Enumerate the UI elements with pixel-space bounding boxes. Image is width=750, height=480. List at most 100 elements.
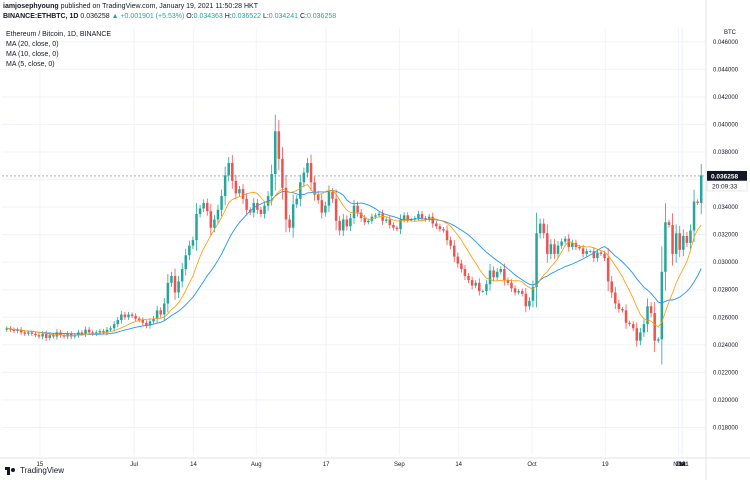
x-tick-label: 17 — [323, 462, 330, 468]
candle-down — [231, 162, 234, 181]
candle-up — [657, 339, 660, 341]
candle-down — [23, 332, 26, 334]
candle-up — [195, 213, 198, 241]
candle-up — [427, 216, 431, 220]
x-tick-label: Jul — [130, 462, 138, 468]
candle-up — [327, 191, 331, 206]
candle-down — [277, 131, 281, 159]
candle-up — [184, 255, 188, 270]
author-name[interactable]: iamjosephyoung — [3, 3, 59, 10]
x-tick-label: Oct — [527, 462, 537, 468]
candle-up — [549, 244, 553, 254]
candle-up — [238, 189, 241, 194]
candle-up — [699, 175, 703, 203]
candle-up — [660, 271, 664, 340]
candle-up — [352, 205, 356, 219]
candle-down — [392, 224, 395, 228]
candle-down — [130, 314, 134, 316]
candle-down — [52, 335, 55, 337]
candle-down — [610, 281, 613, 293]
price-axis[interactable]: 0.046000 0.044000 0.042000 0.040000 0.038000… — [705, 0, 739, 480]
candle-down — [671, 224, 674, 254]
candle-up — [191, 240, 195, 246]
candle-up — [674, 233, 678, 254]
candle-up — [556, 245, 560, 254]
candle-up — [642, 324, 646, 333]
candle-up — [5, 328, 9, 330]
tradingview-logo[interactable]: TradingView — [5, 466, 64, 475]
candle-up — [105, 329, 109, 333]
brand-name: TradingView — [20, 466, 65, 475]
candle-up — [27, 332, 30, 334]
candle-down — [345, 219, 349, 227]
x-tick-label: 2021 — [675, 462, 689, 468]
candle-up — [585, 251, 588, 254]
candle-up — [402, 215, 406, 220]
candle-up — [263, 205, 266, 214]
candle-up — [98, 331, 102, 333]
candle-down — [334, 198, 338, 221]
candle-down — [599, 252, 603, 254]
candle-down — [445, 230, 449, 241]
candle-up — [531, 286, 535, 301]
close-value: 0.036258 — [306, 13, 337, 20]
candle-down — [173, 275, 177, 293]
candle-up — [188, 245, 191, 256]
candle-up — [112, 324, 116, 329]
ohlc-line: BINANCE:ETHBTC, 1D 0.036258 ▲ +0.001901 … — [3, 12, 743, 22]
candle-up — [109, 328, 112, 330]
candle-down — [309, 162, 313, 183]
candle-up — [95, 332, 98, 334]
candle-up — [474, 282, 477, 286]
candle-up — [213, 219, 216, 228]
candle-up — [306, 162, 309, 173]
x-tick-label: 16 — [679, 462, 686, 468]
candle-down — [245, 198, 248, 210]
candle-down — [316, 194, 320, 201]
candle-down — [467, 275, 470, 281]
candle-down — [606, 258, 610, 282]
y-tick-label: 0.040000 — [713, 122, 739, 128]
candle-up — [399, 219, 402, 230]
candle-down — [435, 223, 438, 227]
candle-up — [127, 314, 130, 318]
candle-down — [123, 314, 127, 318]
candle-down — [614, 292, 617, 304]
candle-up — [535, 233, 538, 287]
candle-down — [420, 213, 424, 219]
y-tick-label: 0.034000 — [713, 205, 739, 211]
candle-down — [478, 282, 481, 292]
candle-up — [324, 205, 327, 213]
y-tick-label: 0.022000 — [713, 370, 739, 376]
chart-grid — [2, 28, 706, 455]
candle-up — [116, 320, 120, 325]
publish-info: published on TradingView.com, January 19… — [60, 3, 259, 10]
price-tags: 0.036258 20:09:33 — [2, 170, 748, 192]
candle-down — [234, 180, 238, 194]
x-tick-label: 19 — [602, 462, 609, 468]
legend-title: Ethereum / Bitcoin, 1D, BINANCE — [6, 31, 112, 38]
y-tick-label: 0.024000 — [713, 343, 739, 349]
candle-down — [137, 318, 141, 321]
candle-up — [148, 321, 152, 326]
candle-down — [592, 251, 596, 259]
low-value: 0.034241 — [268, 13, 298, 20]
candle-up — [517, 291, 520, 293]
axis-unit-label: BTC — [724, 30, 736, 36]
candle-down — [503, 269, 506, 281]
candle-down — [524, 293, 528, 307]
x-tick-label: Sep — [394, 462, 405, 468]
legend-ma20[interactable]: MA (20, close, 0) — [6, 41, 59, 48]
legend-ma5[interactable]: MA (5, close, 0) — [6, 61, 55, 68]
candle-down — [617, 303, 621, 309]
candle-down — [442, 229, 445, 231]
candle-up — [417, 213, 420, 219]
ma20-line — [6, 189, 702, 335]
candle-down — [542, 223, 545, 234]
candle-down — [510, 282, 513, 289]
candle-down — [470, 280, 474, 286]
legend-ma10[interactable]: MA (10, close, 0) — [6, 51, 59, 58]
candle-up — [155, 310, 159, 319]
